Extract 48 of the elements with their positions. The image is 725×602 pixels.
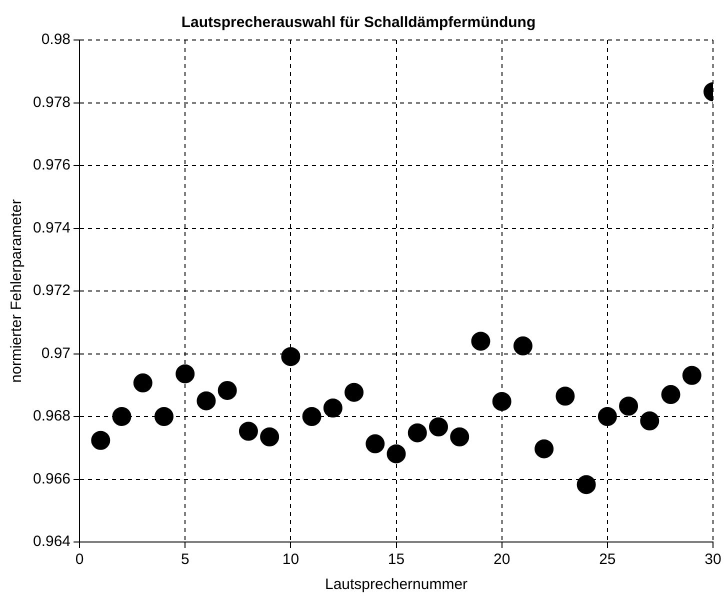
x-tick-label: 0 <box>75 551 84 568</box>
point <box>386 444 406 464</box>
x-tick-label: 20 <box>494 551 510 568</box>
y-tick-label: 0.98 <box>41 31 71 48</box>
point <box>450 427 470 446</box>
point <box>492 392 512 411</box>
chart-title: Lautsprecherauswahl für Schalldämpfermündung <box>181 14 536 32</box>
point <box>238 422 258 441</box>
y-axis-title: normierter Fehlerparameter <box>8 199 26 383</box>
y-tick-label: 0.978 <box>32 94 71 111</box>
point <box>260 427 280 446</box>
point <box>218 380 237 400</box>
point <box>366 434 385 454</box>
y-tick-label: 0.966 <box>32 470 71 488</box>
point <box>513 336 532 356</box>
point <box>408 423 427 442</box>
x-tick-label: 15 <box>388 551 405 568</box>
point <box>471 332 490 351</box>
point <box>556 386 575 406</box>
point <box>323 398 342 418</box>
point <box>576 475 596 494</box>
y-tick-label: 0.974 <box>32 219 71 236</box>
x-tick-label: 30 <box>704 551 722 568</box>
point <box>133 373 152 392</box>
point <box>661 385 680 404</box>
point <box>619 396 638 416</box>
x-tick-label: 25 <box>599 551 616 568</box>
point <box>598 407 617 426</box>
y-tick-label: 0.968 <box>32 408 71 425</box>
y-tick-label: 0.97 <box>41 344 71 362</box>
x-tick-label: 5 <box>180 551 190 568</box>
point <box>640 411 660 430</box>
y-tick-label: 0.964 <box>32 533 71 550</box>
point <box>154 407 174 426</box>
point <box>91 430 110 450</box>
y-tick-label: 0.976 <box>32 156 71 174</box>
point <box>344 382 364 402</box>
point <box>281 347 300 366</box>
point <box>112 407 132 426</box>
point <box>302 407 322 426</box>
y-tick-label: 0.972 <box>32 282 71 300</box>
point <box>176 364 195 384</box>
point <box>429 417 448 436</box>
point <box>196 391 216 410</box>
x-tick-label: 10 <box>282 551 300 568</box>
point <box>682 366 702 385</box>
point <box>534 439 554 458</box>
x-axis-title: Lautsprechernummer <box>324 576 468 594</box>
